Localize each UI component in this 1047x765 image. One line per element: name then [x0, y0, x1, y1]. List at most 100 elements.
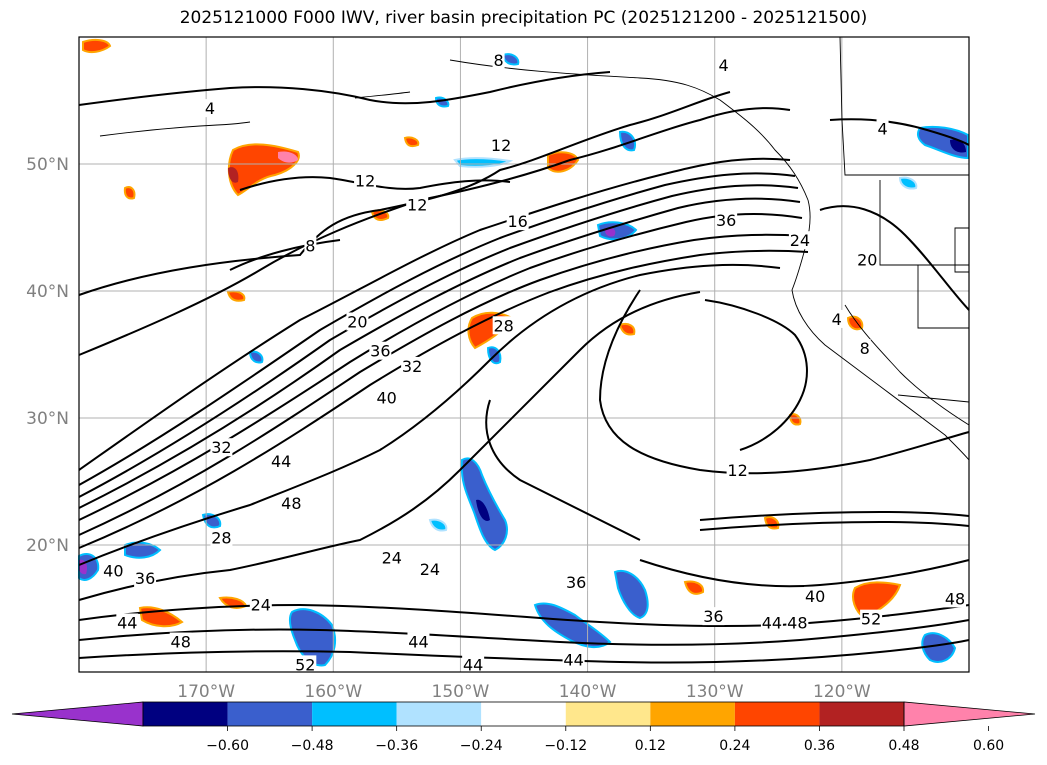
colorbar-outline [142, 701, 905, 727]
contour-label: 4 [877, 119, 887, 138]
contour-label-background [401, 356, 424, 375]
positive-anomaly [123, 186, 136, 200]
contour-label: 36 [370, 342, 390, 361]
contour-label: 44 [271, 452, 291, 471]
aleutian-islands [99, 121, 251, 137]
colorbar-segment [143, 702, 228, 726]
negative-anomaly [533, 602, 612, 648]
colorbar-segment [565, 702, 651, 726]
contour-label-background [565, 572, 588, 591]
colorbar-segment [734, 702, 820, 726]
iwv-contour [78, 172, 796, 486]
contour-label: 4 [832, 310, 842, 329]
iwv-contour [78, 249, 809, 549]
colorbar-extend-min [11, 701, 144, 727]
contour-label-background [462, 655, 485, 674]
baja-coastline [844, 304, 970, 426]
colorbar-tick-label: −0.48 [291, 738, 334, 754]
contour-label: 40 [103, 561, 123, 580]
map-background [79, 37, 969, 672]
positive-anomaly [846, 315, 864, 331]
contour-label-background [786, 613, 809, 632]
contour-label-background [346, 312, 369, 331]
longitude-label: 170°W [177, 682, 235, 702]
colorbar-segment [650, 702, 735, 726]
negative-anomaly [428, 518, 448, 532]
iwv-contour [229, 239, 341, 271]
contour-label-background [860, 609, 883, 628]
contour-label: 44 [762, 613, 782, 632]
contour-label-background [354, 171, 377, 190]
contour-label: 36 [703, 607, 723, 626]
negative-anomaly [453, 157, 514, 168]
contour-label: 32 [402, 357, 422, 376]
iwv-contour [829, 118, 970, 146]
iwv-contour [78, 157, 791, 471]
longitude-label: 150°W [432, 682, 490, 702]
contour-label: 32 [211, 438, 231, 457]
contour-label-background [944, 589, 967, 608]
iwv-contour [639, 559, 970, 588]
iwv-contour [78, 603, 970, 628]
iwv-contour [699, 520, 970, 531]
contour-label-background [210, 438, 233, 457]
precipitation-anomaly-layer [78, 38, 969, 667]
contour-label: 20 [347, 312, 367, 331]
iwv-contour [78, 107, 791, 356]
positive-anomaly [788, 413, 802, 426]
contour-label-background [702, 607, 725, 626]
contour-label-background [492, 50, 505, 69]
colorbar-tick-label: 0.48 [888, 738, 919, 754]
contour-label-background [375, 388, 398, 407]
contour-label: 48 [281, 494, 301, 513]
positive-anomaly [852, 581, 902, 620]
contour-label-background [490, 135, 513, 154]
negative-anomaly [613, 570, 649, 620]
contour-label: 28 [493, 316, 513, 335]
iwv-contour [819, 205, 970, 311]
iwv-contour [78, 619, 970, 646]
contour-label: 8 [860, 339, 870, 358]
contour-label-background [406, 195, 429, 214]
contour-label-background [492, 316, 515, 335]
contour-label: 40 [805, 587, 825, 606]
contour-label-background [134, 569, 157, 588]
contour-label: 36 [716, 211, 736, 230]
contour-label-background [294, 655, 317, 674]
contour-label-background [788, 231, 811, 250]
colorbar-tick-label: 0.12 [635, 738, 666, 754]
contour-label-background [407, 632, 430, 651]
contour-label-background [249, 595, 272, 614]
contour-label: 24 [420, 560, 440, 579]
colorbar-tick-label: −0.36 [375, 738, 418, 754]
contour-label: 44 [408, 633, 428, 652]
colorbar-segment [312, 702, 397, 726]
contour-label: 12 [407, 196, 427, 215]
contour-label-background [856, 250, 879, 269]
contour-label: 44 [463, 655, 483, 674]
negative-anomaly [248, 350, 264, 364]
contour-label-background [270, 452, 293, 471]
canada-us-border [839, 36, 969, 176]
positive-anomaly [82, 38, 112, 54]
contour-label-background [380, 548, 403, 567]
contour-label: 44 [563, 650, 583, 669]
contour-label-background [280, 494, 303, 513]
contour-label: 4 [205, 99, 215, 118]
iwv-contour [704, 299, 808, 451]
longitude-label: 130°W [686, 682, 744, 702]
contour-label-background [116, 613, 139, 632]
contour-label: 20 [857, 250, 877, 269]
longitude-label: 120°W [813, 682, 871, 702]
colorbar-tick-label: 0.36 [804, 738, 835, 754]
contour-label-background [717, 55, 730, 74]
longitude-label: 160°W [304, 682, 362, 702]
latitude-label: 30°N [26, 409, 69, 429]
iwv-contour [78, 184, 799, 498]
positive-anomaly [228, 167, 239, 183]
contour-label-background [506, 212, 529, 231]
contour-label: 48 [945, 589, 965, 608]
positive-anomaly [618, 323, 636, 336]
contour-label: 12 [355, 172, 375, 191]
colorbar-tick-label: 0.24 [719, 738, 750, 754]
